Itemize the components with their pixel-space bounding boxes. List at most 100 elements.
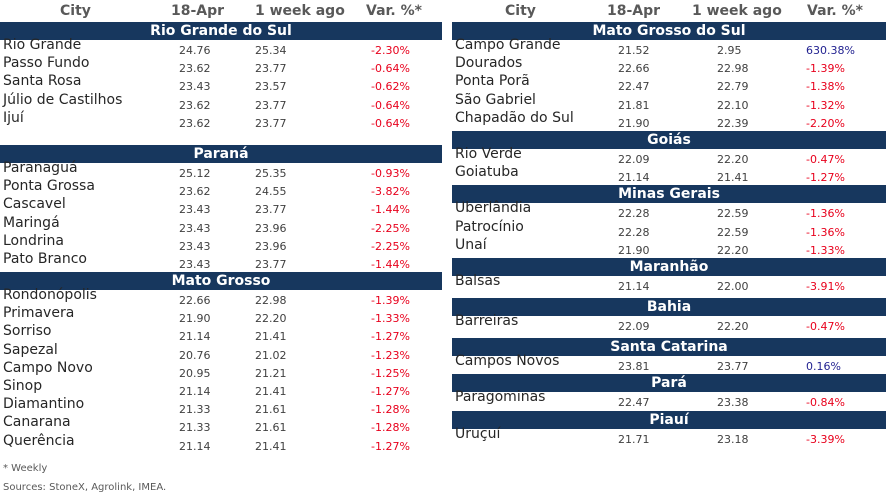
right-header-row: City 18-Apr 1 week ago Var. %* (452, 0, 886, 22)
city-name: Querência (3, 432, 75, 449)
current-price: 23.62 (179, 62, 211, 76)
current-price: 21.14 (618, 171, 650, 185)
current-price: 23.62 (179, 116, 211, 130)
week-ago-price: 24.55 (255, 185, 287, 199)
section-header: Minas Gerais (452, 185, 886, 204)
city-name: São Gabriel (455, 91, 536, 108)
city-name: Passo Fundo (3, 55, 90, 72)
current-price: 21.90 (179, 312, 211, 326)
section-header: Maranhão (452, 257, 886, 276)
current-price: 22.28 (618, 225, 650, 239)
table-row: Uberlândia 22.28 22.59 -1.36% (452, 200, 886, 221)
city-name: Campo Grande (455, 37, 561, 53)
week-ago-price: 25.35 (255, 166, 287, 180)
table-row: Ponta Porã 22.47 22.79 -1.38% (452, 73, 886, 94)
header-city: City (60, 3, 91, 19)
week-ago-price: 22.20 (717, 152, 749, 166)
city-name: Ponta Grossa (3, 178, 95, 195)
header-city: City (505, 3, 536, 19)
week-ago-price: 23.77 (717, 360, 749, 374)
variation-percent: -0.84% (806, 396, 845, 410)
table-row: Rio Verde 22.09 22.20 -0.47% (452, 146, 886, 167)
city-name: Cascavel (3, 196, 66, 213)
variation-percent: -2.30% (371, 44, 410, 57)
variation-percent: -1.36% (806, 225, 845, 239)
city-name: Dourados (455, 55, 523, 72)
table-row: Londrina 23.43 23.96 -2.25% (0, 233, 442, 254)
section-rows: Balsas 21.14 22.00 -3.91% (452, 273, 886, 294)
section-header: Rio Grande do Sul (0, 22, 442, 40)
current-price: 24.76 (179, 44, 211, 57)
current-price: 21.14 (179, 439, 211, 453)
header-var: Var. %* (807, 3, 863, 19)
variation-percent: -0.64% (371, 98, 410, 112)
city-name: Primavera (3, 305, 75, 322)
table-row: Maringá 23.43 23.96 -2.25% (0, 215, 442, 236)
current-price: 23.62 (179, 185, 211, 199)
city-name: Chapadão do Sul (455, 109, 574, 126)
week-ago-price: 21.41 (255, 385, 287, 398)
city-name: Paragominas (455, 389, 546, 406)
table-row: Passo Fundo 23.62 23.77 -0.64% (0, 55, 442, 76)
week-ago-price: 22.98 (255, 294, 287, 308)
current-price: 21.14 (179, 330, 211, 344)
week-ago-price: 25.34 (255, 44, 287, 57)
table-row: Ponta Grossa 23.62 24.55 -3.82% (0, 178, 442, 199)
section-rows: Rondonópolis 22.66 22.98 -1.39% Primavera 21.… (0, 287, 442, 454)
section-rows: Paragominas 22.47 23.38 -0.84% (452, 389, 886, 410)
table-row: Barreiras 22.09 22.20 -0.47% (452, 313, 886, 334)
variation-percent: -0.47% (806, 152, 845, 166)
current-price: 21.33 (179, 421, 211, 435)
section-header: Mato Grosso (0, 272, 442, 291)
current-price: 22.09 (618, 152, 650, 166)
current-price: 23.43 (179, 203, 211, 217)
current-price: 23.43 (179, 257, 211, 271)
current-price: 21.90 (618, 243, 650, 257)
header-date: 18-Apr (171, 3, 225, 19)
city-name: Uberlândia (455, 200, 532, 217)
variation-percent: -1.27% (371, 330, 410, 344)
week-ago-price: 23.96 (255, 221, 287, 235)
variation-percent: -1.39% (371, 294, 410, 308)
header-week: 1 week ago (692, 3, 782, 19)
current-price: 22.47 (618, 396, 650, 410)
current-price: 22.66 (618, 62, 650, 76)
section-header: Paraná (0, 144, 442, 163)
variation-percent: -1.27% (806, 171, 845, 185)
current-price: 21.14 (179, 385, 211, 398)
week-ago-price: 22.59 (717, 225, 749, 239)
week-ago-price: 21.41 (255, 330, 287, 344)
header-week: 1 week ago (255, 3, 345, 19)
current-price: 22.28 (618, 207, 650, 221)
table-row: Unaí 21.90 22.20 -1.33% (452, 237, 886, 258)
table-row: Uruçuí 21.71 23.18 -3.39% (452, 426, 886, 447)
table-row: Dourados 22.66 22.98 -1.39% (452, 55, 886, 76)
variation-percent: -0.64% (371, 62, 410, 76)
table-row: Campo Grande 21.52 2.95 630.38% (452, 37, 886, 58)
city-name: Pato Branco (3, 250, 87, 267)
week-ago-price: 21.41 (717, 171, 749, 185)
week-ago-price: 23.38 (717, 396, 749, 410)
week-ago-price: 22.79 (717, 80, 749, 94)
week-ago-price: 21.21 (255, 366, 287, 380)
section-header: Piauí (452, 410, 886, 429)
section-rows: Uberlândia 22.28 22.59 -1.36% Patrocínio 22.2… (452, 200, 886, 258)
city-name: Diamantino (3, 396, 85, 413)
week-ago-price: 23.96 (255, 239, 287, 253)
table-row: Campos Novos 23.81 23.77 0.16% (452, 353, 886, 374)
current-price: 21.81 (618, 98, 650, 112)
city-name: Paranaguá (3, 159, 78, 176)
week-ago-price: 23.77 (255, 257, 287, 271)
section-header: Goiás (452, 130, 886, 149)
variation-percent: -1.27% (371, 439, 410, 453)
city-name: Ponta Porã (455, 73, 530, 90)
week-ago-price: 23.18 (717, 432, 749, 446)
current-price: 23.43 (179, 221, 211, 235)
table-row: Cascavel 23.43 23.77 -1.44% (0, 196, 442, 217)
current-price: 21.52 (618, 44, 650, 57)
section-rows: Campos Novos 23.81 23.77 0.16% (452, 353, 886, 374)
week-ago-price: 21.61 (255, 421, 287, 435)
variation-percent: -1.36% (806, 207, 845, 221)
city-name: Barreiras (455, 313, 519, 330)
current-price: 21.90 (618, 116, 650, 130)
